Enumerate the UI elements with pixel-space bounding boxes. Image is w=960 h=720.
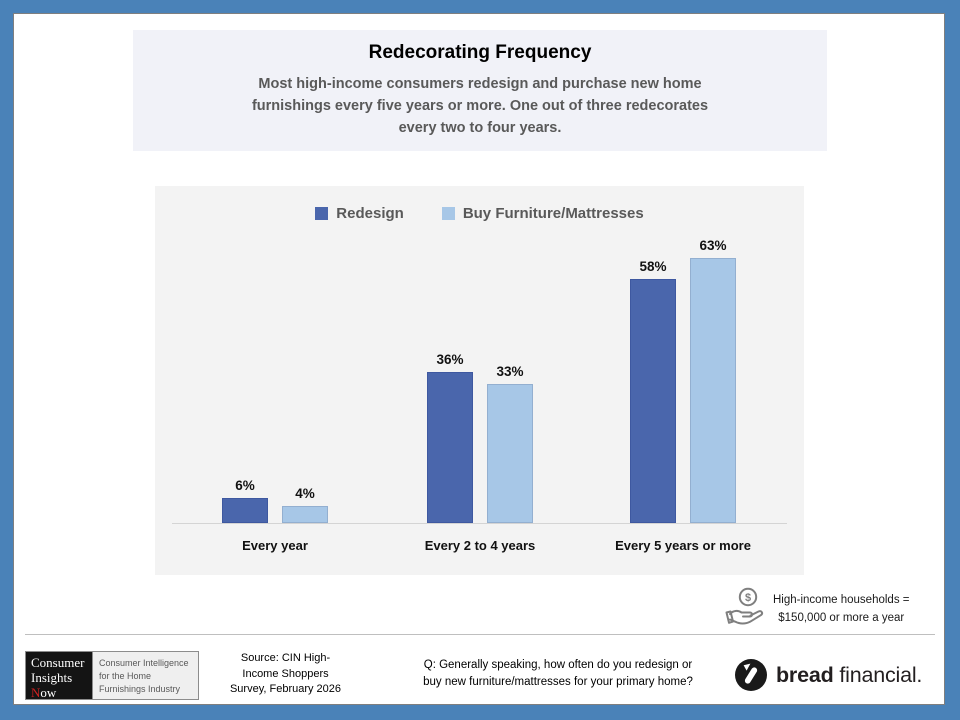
bar-buy-2 <box>690 258 736 523</box>
legend-item: Redesign <box>315 205 404 222</box>
bar-redesign-2 <box>630 279 676 523</box>
cin-logo-line3-rest: ow <box>40 684 57 700</box>
high-income-note: $ High-income households = $150,000 or m… <box>722 586 909 632</box>
category-label: Every year <box>242 538 308 553</box>
source-line: Income Shoppers <box>242 667 329 680</box>
legend-swatch <box>441 207 455 220</box>
value-label: 58% <box>639 259 667 274</box>
subtitle-line: every two to four years. <box>398 119 562 136</box>
value-label: 33% <box>496 364 524 379</box>
cin-tagline-line: for the Home <box>99 671 152 682</box>
value-label: 4% <box>295 486 315 501</box>
category-label: Every 2 to 4 years <box>424 538 536 553</box>
cin-logo-red-n: N <box>31 684 41 700</box>
value-label: 6% <box>235 478 255 493</box>
bread-financial-logo: bread financial. <box>735 659 922 691</box>
x-axis-line <box>172 523 787 524</box>
legend-item: Buy Furniture/Mattresses <box>441 205 644 222</box>
subtitle-line: furnishings every five years or more. On… <box>251 97 709 114</box>
legend-label: Redesign <box>336 205 404 222</box>
brand-word-bread: bread <box>776 662 834 687</box>
svg-text:$: $ <box>745 592 751 604</box>
subtitle-line: Most high-income consumers redesign and … <box>258 76 702 92</box>
bar-buy-1 <box>487 384 533 523</box>
category-label: Every 5 years or more <box>615 538 751 553</box>
bread-financial-wordmark: bread financial. <box>776 663 922 688</box>
value-label: 36% <box>436 352 464 367</box>
source-line: Source: CIN High- <box>240 652 331 664</box>
legend-label: Buy Furniture/Mattresses <box>462 205 644 222</box>
source-line: Survey, February 2026 <box>229 683 342 696</box>
value-label: 63% <box>699 238 727 253</box>
chart-legend: Redesign Buy Furniture/Mattresses <box>155 205 804 222</box>
header-box: Redecorating Frequency Most high-income … <box>133 30 827 151</box>
survey-question: Q: Generally speaking, how often do you … <box>383 657 733 692</box>
cin-tagline-line: Furnishings Industry <box>99 684 181 695</box>
cin-logo: Consumer Insights Now Consumer Intellige… <box>25 651 199 700</box>
legend-swatch <box>315 207 329 220</box>
bar-redesign-0 <box>222 498 268 523</box>
source-note: Source: CIN High- Income Shoppers Survey… <box>203 651 368 698</box>
slide-subtitle: Most high-income consumers redesign and … <box>133 74 827 139</box>
high-income-note-text: High-income households = $150,000 or mor… <box>773 591 909 628</box>
footer-divider <box>25 634 935 635</box>
hand-coin-icon: $ <box>725 587 764 625</box>
cin-logo-wordmark: Consumer Insights Now <box>26 652 92 701</box>
cin-logo-line: Insights <box>31 669 73 685</box>
cin-logo-line: Consumer <box>31 655 85 670</box>
brand-word-financial: financial. <box>839 662 923 687</box>
bread-financial-icon <box>735 659 767 691</box>
note-line: $150,000 or more a year <box>778 612 905 624</box>
note-line: High-income households = <box>773 593 910 606</box>
bar-buy-0 <box>282 506 328 523</box>
page-title: Redecorating Frequency <box>368 42 592 63</box>
bar-chart: Redesign Buy Furniture/Mattresses 6% 4% Eve… <box>155 186 804 575</box>
question-line: buy new furniture/mattresses for your pr… <box>423 676 693 689</box>
cin-logo-line: Now <box>31 684 92 701</box>
cin-tagline-line: Consumer Intelligence <box>99 658 189 668</box>
question-line: Q: Generally speaking, how often do you … <box>423 659 693 671</box>
bar-redesign-1 <box>427 372 473 523</box>
cin-logo-tagline: Consumer Intelligence for the Home Furni… <box>92 652 198 699</box>
